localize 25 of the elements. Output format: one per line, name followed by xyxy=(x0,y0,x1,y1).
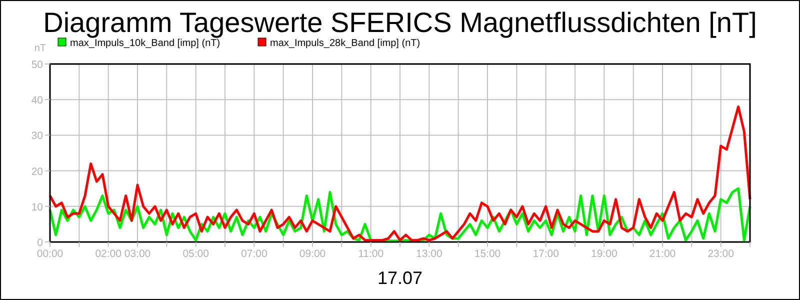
legend-label: max_Impuls_28k_Band [imp] (nT) xyxy=(270,38,420,49)
y-tick-label: 50 xyxy=(31,59,44,71)
x-tick-label: 19:00 xyxy=(591,248,618,260)
x-tick-label: 09:00 xyxy=(299,248,326,260)
y-tick-label: 0 xyxy=(37,237,44,249)
x-tick-label: 11:00 xyxy=(358,248,384,260)
y-tick-label: 40 xyxy=(31,94,44,107)
x-axis-title: 17.07 xyxy=(377,268,423,288)
x-tick-label: 03:00 xyxy=(124,248,151,260)
y-tick-label: 20 xyxy=(31,166,44,178)
chart-title: Diagramm Tageswerte SFERICS Magnetflussdichten [nT] xyxy=(43,7,757,38)
y-tick-label: 30 xyxy=(31,130,44,142)
y-tick-label: 10 xyxy=(31,201,44,214)
x-tick-label: 23:00 xyxy=(708,248,734,260)
x-tick-label: 02:00 xyxy=(95,248,122,260)
x-tick-label: 05:00 xyxy=(182,248,210,260)
x-tick-label: 00:00 xyxy=(36,248,64,260)
x-tick-label: 15:00 xyxy=(474,248,501,260)
y-axis-title: nT xyxy=(34,43,46,54)
legend-label: max_Impuls_10k_Band [imp] (nT) xyxy=(70,38,220,49)
x-tick-label: 21:00 xyxy=(649,248,676,260)
x-tick-label: 07:00 xyxy=(241,248,268,260)
x-tick-label: 17:00 xyxy=(532,248,560,260)
line-series xyxy=(48,105,752,242)
x-tick-label: 13:00 xyxy=(416,248,442,260)
